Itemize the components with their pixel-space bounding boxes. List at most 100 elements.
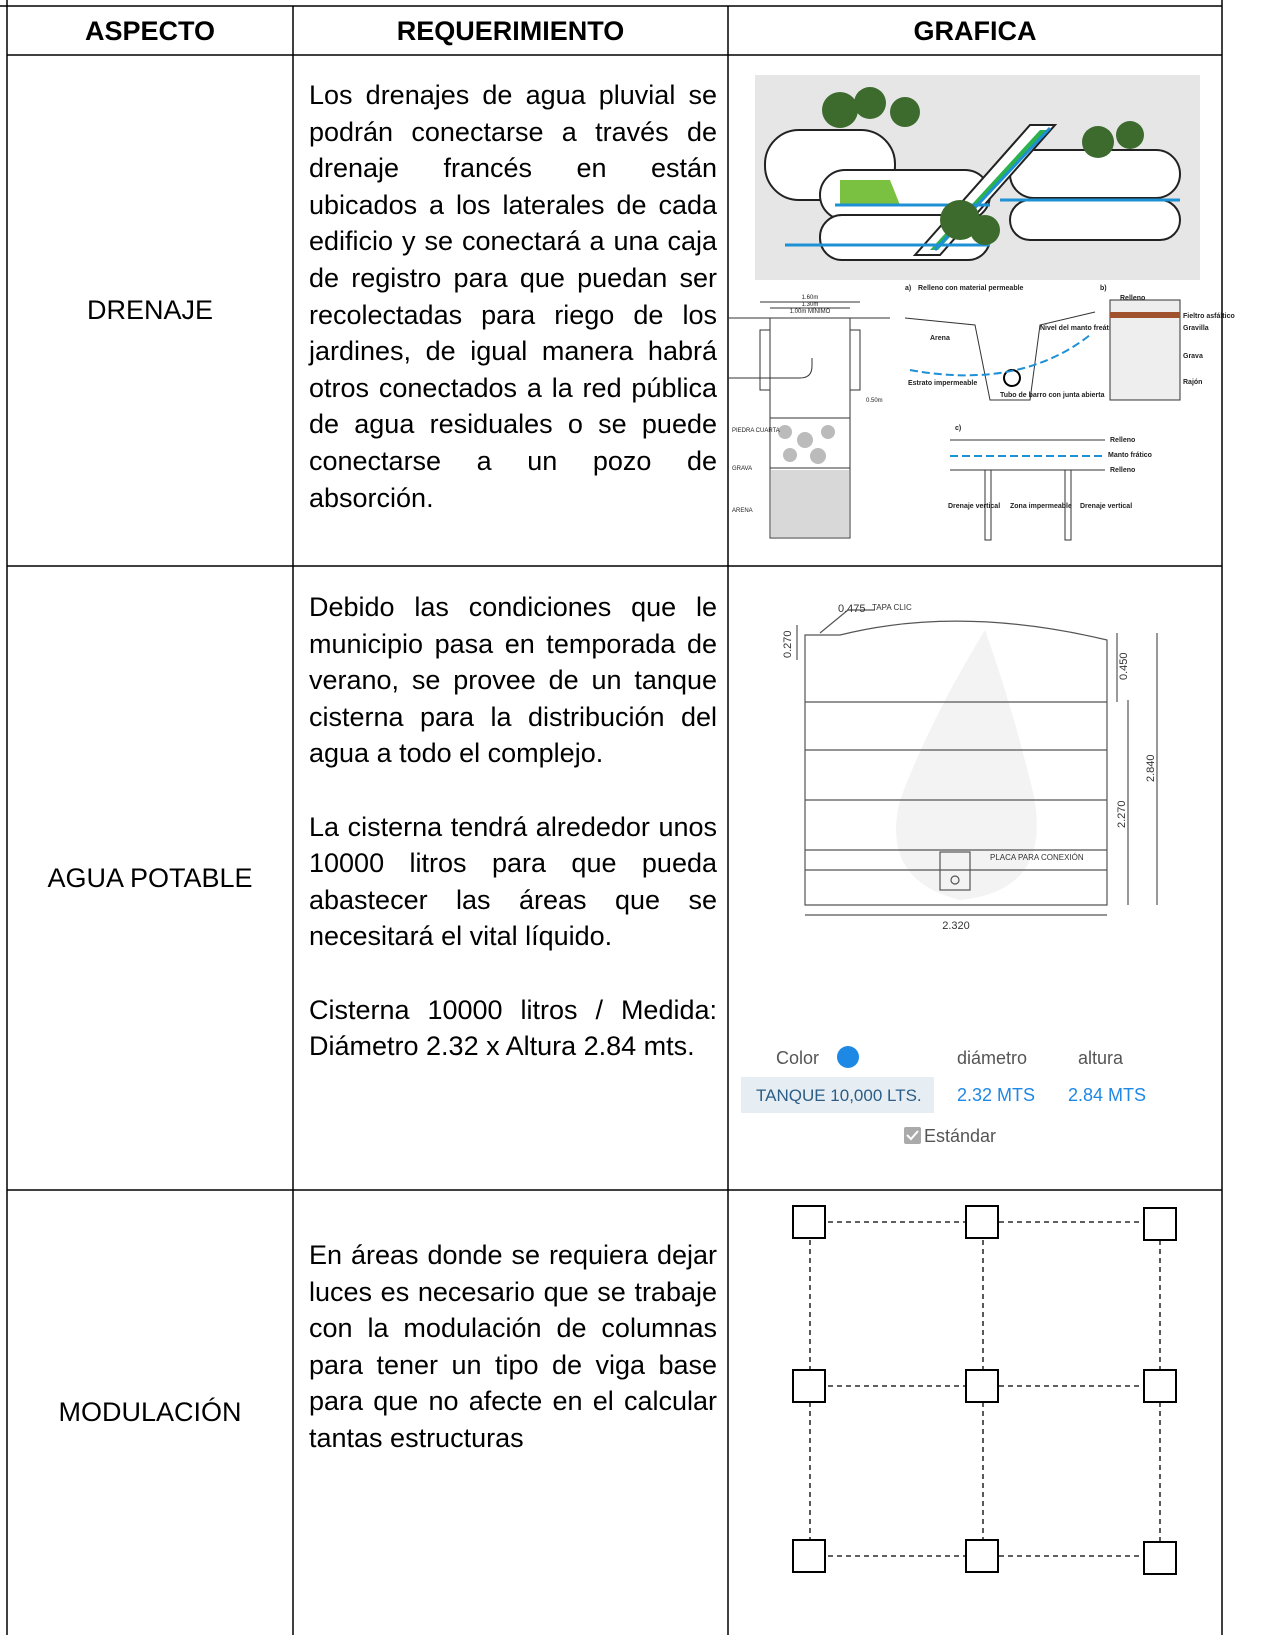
figure-shape	[965, 1539, 999, 1573]
figure-group	[904, 311, 1096, 401]
figure-group: b) Relleno Fieltro asfáltico Gravilla Gr…	[1100, 285, 1235, 386]
figure-label: 2.32 MTS	[957, 1085, 1035, 1105]
figure-label: a)	[905, 285, 911, 292]
paragraph: En áreas donde se requiera dejar luces e…	[309, 1240, 717, 1453]
header-cell: REQUERIMIENTO	[396, 15, 625, 46]
figure-group: Color diámetro altura TANQUE 10,000 LTS.…	[741, 1046, 1146, 1146]
aspect-cell: DRENAJE	[86, 295, 214, 325]
figure-label: Relleno con material permeable	[918, 285, 1024, 292]
figure-shape	[1009, 199, 1181, 241]
figure-shape	[819, 609, 875, 634]
figure-label: Estrato impermeable	[908, 380, 977, 387]
figure-label: Estándar	[924, 1126, 996, 1146]
figure-label: Nivel del manto freático	[1040, 325, 1119, 332]
figure-shape	[792, 1539, 826, 1573]
figure-shape	[728, 358, 813, 379]
figure-shape	[1143, 1369, 1177, 1403]
figure-label: PLACA PARA CONEXIÓN	[990, 853, 1084, 862]
figure-shape	[896, 630, 1037, 900]
paragraph: Cisterna 10000 litros / Medida: Diámetro…	[309, 994, 717, 1062]
figure-label: 2.840	[1145, 754, 1157, 782]
figure-group	[796, 609, 1158, 916]
figure-label: Tubo de barro con junta abierta	[1000, 392, 1105, 399]
figure-label: Arena	[930, 335, 950, 342]
figure-shape	[741, 1077, 934, 1113]
figure-shape	[965, 1369, 999, 1403]
figure-label: Drenaje vertical	[1080, 503, 1132, 510]
figure-group: 0.475 TAPA CLIC 0.270 0.450 2.270 2.840 …	[782, 603, 1157, 932]
figure-label: TAPA CLIC	[872, 603, 912, 612]
figure-group: a) Relleno con material permeable Nivel …	[905, 285, 1119, 399]
paragraph: Debido las condiciones que le municipio …	[309, 592, 717, 769]
figure-shape	[906, 1130, 919, 1141]
figure-shape	[792, 1205, 826, 1239]
figure-shape	[840, 180, 900, 205]
figure-label: 0.475	[838, 603, 866, 615]
figure-shape	[950, 875, 960, 885]
figure-label: 2.320	[942, 920, 970, 932]
figure-label: Gravilla	[1183, 325, 1209, 332]
figure-group	[950, 439, 1105, 541]
figure-label: 2.270	[1116, 800, 1128, 828]
figure-group	[728, 301, 890, 539]
figure-label: 1.30m	[802, 302, 819, 308]
figure-shape	[783, 448, 797, 462]
figure-shape	[1110, 312, 1180, 318]
figure-label: Color	[776, 1048, 819, 1068]
aspect-cell: MODULACIÓN	[58, 1397, 242, 1427]
figure-label: Rajón	[1183, 379, 1202, 386]
figure-label: 1.60m	[802, 295, 819, 301]
figure-shape	[821, 425, 835, 439]
figure-shape	[970, 215, 1000, 245]
figure-label: ARENA	[732, 508, 753, 514]
figure-shape	[1143, 1207, 1177, 1241]
figure-label: PIEDRA CUARTA	[732, 428, 780, 434]
figure-shape	[849, 329, 861, 391]
figure-label: Grava	[1183, 353, 1203, 360]
figure-shape	[837, 1046, 859, 1068]
figure-shape	[792, 1369, 826, 1403]
requirement-text: Los drenajes de agua pluvial se podrán c…	[309, 77, 717, 553]
figure-group	[778, 425, 835, 464]
figure-label: Manto frático	[1108, 452, 1152, 459]
figure-label: Relleno	[1110, 437, 1135, 444]
figure-label: 0.270	[782, 630, 794, 658]
figure-shape	[854, 87, 886, 119]
figure-label: b)	[1100, 285, 1107, 292]
figure-shape	[822, 92, 858, 128]
figure-label: Fieltro asfáltico	[1183, 313, 1235, 320]
figure-label: 0.450	[1118, 652, 1130, 680]
figure-shape	[759, 329, 771, 391]
figure-group: 1.60m 1.30m 1.00m MÍNIMO 0.50m PIEDRA CU…	[732, 295, 883, 514]
figure-shape	[890, 97, 920, 127]
figure-shape	[804, 620, 1108, 906]
figure-shape	[1116, 121, 1144, 149]
figure-shape	[771, 470, 849, 537]
paragraph: La cisterna tendrá alrededor unos 10000 …	[309, 811, 717, 952]
figure-shape	[769, 317, 851, 539]
figure-label: altura	[1078, 1048, 1124, 1068]
figure-shape	[984, 469, 992, 541]
figure-shape	[965, 1205, 999, 1239]
figure-label: diámetro	[957, 1048, 1027, 1068]
figure-shape	[778, 425, 792, 439]
figure-shape	[904, 311, 1096, 401]
figure-label: TANQUE 10,000 LTS.	[756, 1086, 922, 1105]
figure-label: c)	[955, 425, 961, 432]
figure-shape	[1143, 1541, 1177, 1575]
figure-shape	[909, 334, 1091, 377]
requirement-text: Debido las condiciones que le municipio …	[309, 589, 717, 1101]
aspect-cell: AGUA POTABLE	[47, 862, 253, 893]
figure-label: Zona impermeable	[1010, 503, 1072, 510]
figure-label: 2.84 MTS	[1068, 1085, 1146, 1105]
figure-shape	[1064, 469, 1072, 541]
figure-shape	[797, 432, 813, 448]
header-cell: GRAFICA	[913, 15, 1037, 46]
figure-label: Drenaje vertical	[948, 503, 1000, 510]
figure-shape	[1082, 126, 1114, 158]
figure-label: GRAVA	[732, 466, 752, 472]
figure-label: 0.50m	[866, 398, 883, 404]
figure-label: 1.00m MÍNIMO	[790, 308, 831, 315]
